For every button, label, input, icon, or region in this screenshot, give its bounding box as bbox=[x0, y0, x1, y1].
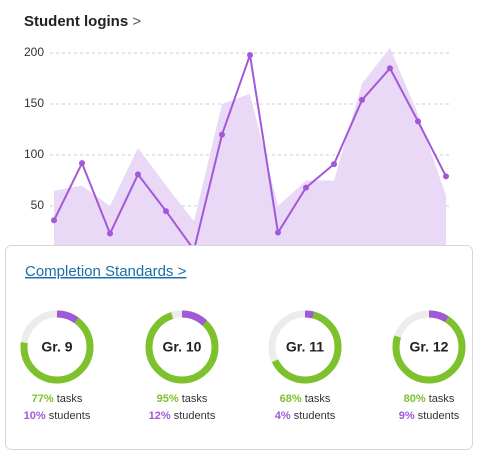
y-tick-label: 50 bbox=[31, 198, 45, 212]
students-arc bbox=[145, 310, 219, 384]
students-word: students bbox=[294, 410, 336, 422]
students-percent: 9% bbox=[399, 410, 415, 422]
grade-donut[interactable]: Gr. 12 80% tasks 9% students bbox=[392, 310, 466, 422]
y-axis: 50 100 150 200 bbox=[24, 45, 44, 212]
y-tick-label: 100 bbox=[24, 147, 44, 161]
tasks-word: tasks bbox=[182, 393, 208, 405]
point bbox=[107, 230, 113, 237]
chart-title[interactable]: Student logins > bbox=[24, 13, 141, 30]
students-arc bbox=[392, 310, 466, 384]
tasks-percent: 77% bbox=[32, 393, 54, 405]
students-arc bbox=[20, 310, 94, 384]
range-area bbox=[54, 47, 446, 258]
tasks-stat: 77% tasks bbox=[32, 393, 83, 405]
grade-donut[interactable]: Gr. 9 77% tasks 10% students bbox=[20, 310, 94, 422]
students-stat: 12% students bbox=[149, 410, 216, 422]
tasks-percent: 80% bbox=[404, 393, 426, 405]
tasks-stat: 80% tasks bbox=[404, 393, 455, 405]
point bbox=[247, 52, 253, 59]
plot-area bbox=[50, 47, 452, 258]
point bbox=[51, 217, 57, 224]
point bbox=[219, 131, 225, 138]
point bbox=[331, 161, 337, 168]
tasks-stat: 95% tasks bbox=[157, 393, 208, 405]
grade-label: Gr. 10 bbox=[163, 339, 202, 355]
donut-row: Gr. 9 77% tasks 10% students Gr. 10 95% task… bbox=[20, 310, 466, 422]
tasks-percent: 68% bbox=[280, 393, 302, 405]
students-word: students bbox=[49, 410, 91, 422]
point bbox=[79, 160, 85, 167]
students-percent: 4% bbox=[275, 410, 291, 422]
tasks-word: tasks bbox=[57, 393, 83, 405]
point bbox=[135, 171, 141, 178]
y-tick-label: 150 bbox=[24, 96, 44, 110]
card-title[interactable]: Completion Standards > bbox=[25, 263, 187, 280]
point bbox=[163, 208, 169, 215]
students-word: students bbox=[418, 410, 460, 422]
point bbox=[415, 118, 421, 125]
grade-label: Gr. 11 bbox=[286, 339, 324, 355]
students-arc bbox=[268, 310, 342, 384]
point bbox=[303, 184, 309, 191]
y-tick-label: 200 bbox=[24, 45, 44, 59]
point bbox=[387, 65, 393, 72]
grade-label: Gr. 9 bbox=[41, 339, 72, 355]
tasks-percent: 95% bbox=[157, 393, 179, 405]
students-percent: 12% bbox=[149, 410, 171, 422]
students-stat: 10% students bbox=[24, 410, 91, 422]
point bbox=[275, 229, 281, 236]
grade-donut[interactable]: Gr. 11 68% tasks 4% students bbox=[268, 310, 342, 422]
point bbox=[359, 96, 365, 103]
tasks-word: tasks bbox=[305, 393, 331, 405]
tasks-word: tasks bbox=[429, 393, 455, 405]
completion-card bbox=[5, 245, 473, 450]
grade-label: Gr. 12 bbox=[410, 339, 449, 355]
students-stat: 9% students bbox=[399, 410, 460, 422]
grade-donut[interactable]: Gr. 10 95% tasks 12% students bbox=[145, 310, 219, 422]
students-percent: 10% bbox=[24, 410, 46, 422]
tasks-stat: 68% tasks bbox=[280, 393, 331, 405]
students-word: students bbox=[174, 410, 216, 422]
students-stat: 4% students bbox=[275, 410, 336, 422]
point bbox=[443, 173, 449, 180]
